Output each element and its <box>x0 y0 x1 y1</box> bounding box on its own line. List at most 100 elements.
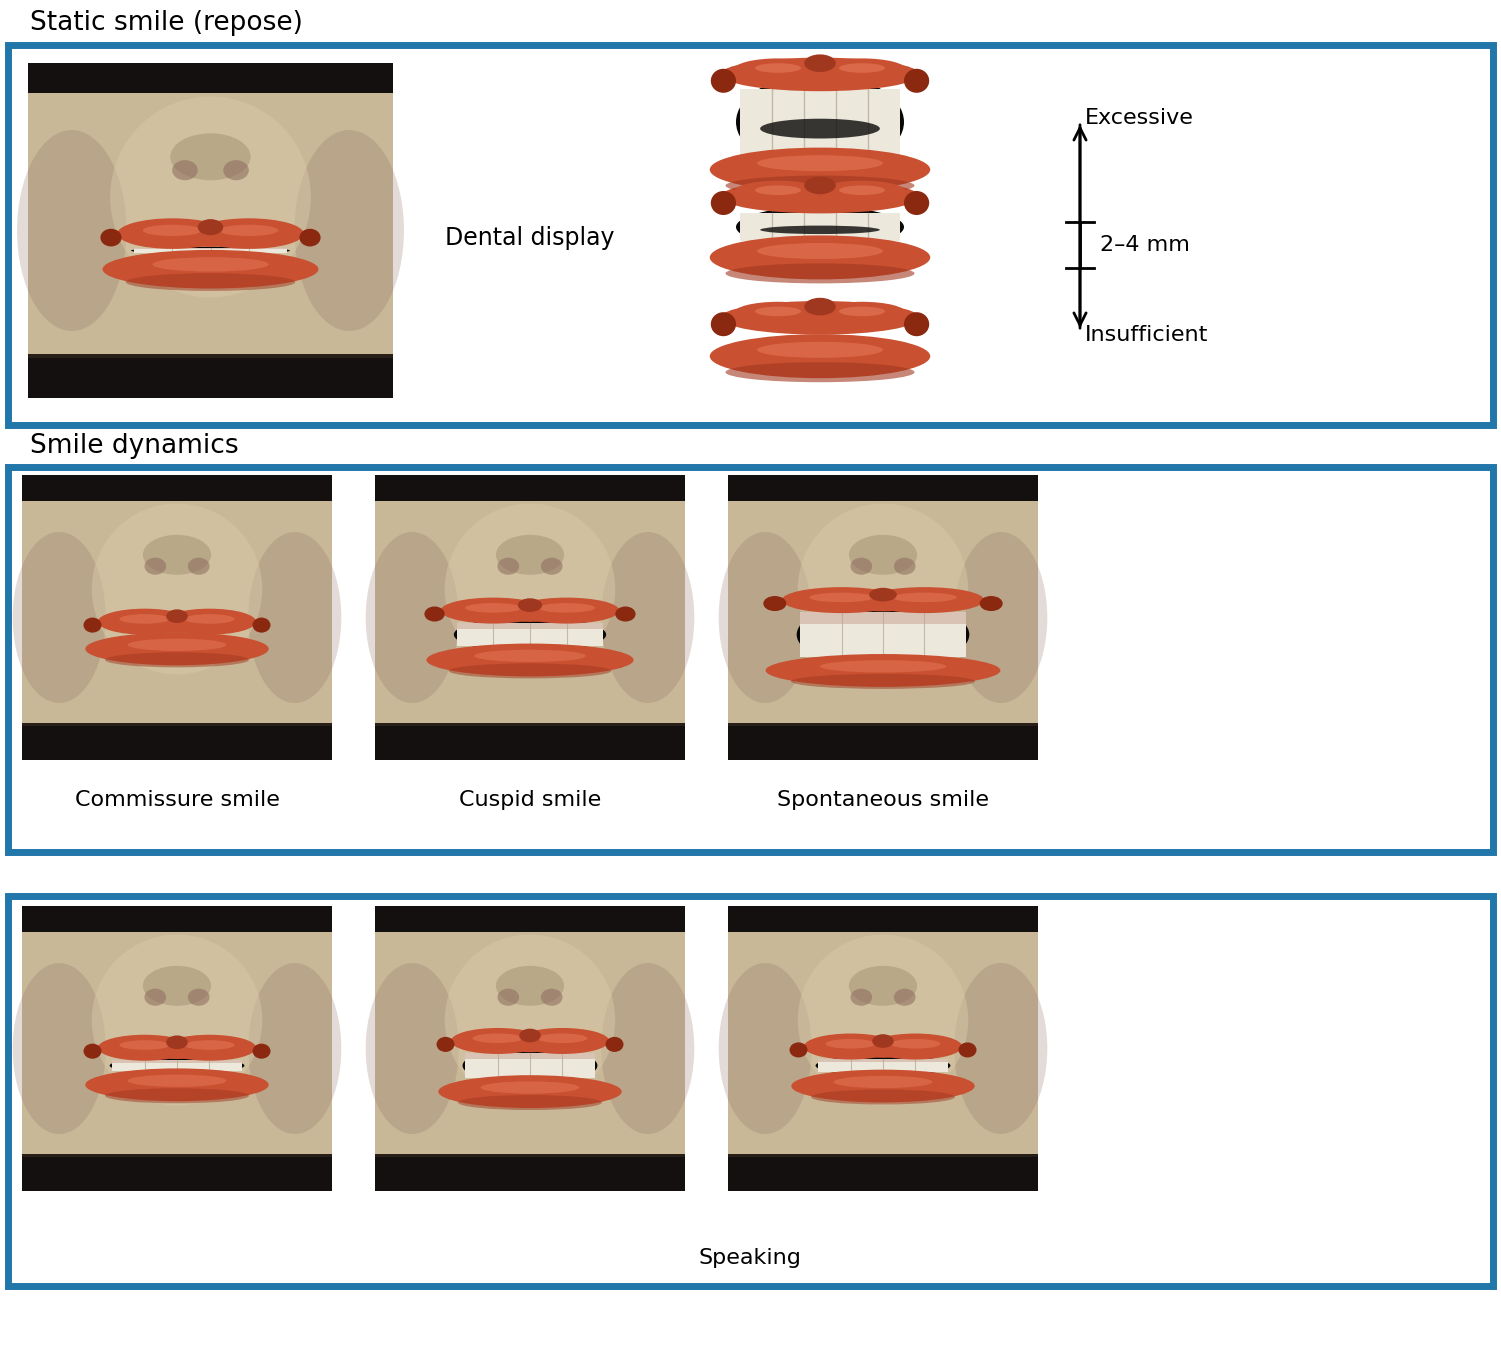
Ellipse shape <box>757 155 883 172</box>
Ellipse shape <box>815 1056 950 1076</box>
Ellipse shape <box>869 1034 962 1060</box>
Ellipse shape <box>143 225 203 236</box>
Ellipse shape <box>904 68 929 93</box>
Ellipse shape <box>519 1028 540 1042</box>
Ellipse shape <box>150 617 204 633</box>
Ellipse shape <box>811 1090 955 1105</box>
Ellipse shape <box>143 535 212 574</box>
Ellipse shape <box>839 307 886 316</box>
Ellipse shape <box>797 934 968 1105</box>
Ellipse shape <box>84 1043 102 1058</box>
Bar <box>800 612 965 656</box>
Ellipse shape <box>959 1042 977 1057</box>
Ellipse shape <box>734 59 823 80</box>
Ellipse shape <box>117 218 228 248</box>
Ellipse shape <box>851 989 872 1005</box>
Ellipse shape <box>805 176 836 194</box>
Ellipse shape <box>711 68 735 93</box>
Ellipse shape <box>12 963 105 1133</box>
Ellipse shape <box>826 1039 875 1049</box>
Ellipse shape <box>755 307 802 316</box>
Ellipse shape <box>518 599 542 612</box>
Ellipse shape <box>252 618 270 633</box>
Ellipse shape <box>105 652 249 667</box>
Ellipse shape <box>755 63 802 72</box>
Ellipse shape <box>167 610 188 623</box>
Ellipse shape <box>152 258 269 271</box>
Ellipse shape <box>128 1075 227 1087</box>
Ellipse shape <box>602 532 695 702</box>
Bar <box>728 906 1039 1191</box>
Ellipse shape <box>809 592 874 602</box>
Ellipse shape <box>110 97 311 297</box>
Bar <box>23 906 332 1191</box>
Ellipse shape <box>437 1037 455 1052</box>
Bar <box>23 490 332 723</box>
Ellipse shape <box>299 229 321 247</box>
Ellipse shape <box>120 614 170 623</box>
Bar <box>800 612 965 623</box>
Bar <box>818 1058 947 1072</box>
Ellipse shape <box>865 587 985 614</box>
Ellipse shape <box>252 1043 270 1058</box>
Ellipse shape <box>757 342 883 357</box>
Ellipse shape <box>188 558 210 574</box>
Ellipse shape <box>540 989 563 1005</box>
Ellipse shape <box>150 1042 204 1058</box>
Ellipse shape <box>725 176 914 195</box>
Ellipse shape <box>185 614 234 623</box>
Ellipse shape <box>144 989 167 1005</box>
Bar <box>375 1157 684 1191</box>
Ellipse shape <box>890 1039 941 1049</box>
Ellipse shape <box>710 236 931 280</box>
Ellipse shape <box>170 134 251 180</box>
Ellipse shape <box>735 206 904 247</box>
Bar <box>23 1157 332 1191</box>
Ellipse shape <box>162 1035 257 1061</box>
Ellipse shape <box>17 130 126 331</box>
Bar <box>728 726 1039 760</box>
Bar <box>728 906 1039 932</box>
Ellipse shape <box>105 1088 249 1103</box>
Ellipse shape <box>513 597 620 623</box>
Bar <box>23 906 332 932</box>
Ellipse shape <box>92 503 263 675</box>
Ellipse shape <box>86 633 269 666</box>
Ellipse shape <box>711 312 735 336</box>
Ellipse shape <box>869 588 896 602</box>
Bar <box>8 466 1493 852</box>
Ellipse shape <box>500 604 560 622</box>
Bar <box>8 896 1493 1286</box>
Bar <box>23 475 332 501</box>
Ellipse shape <box>720 180 920 213</box>
Ellipse shape <box>872 1034 893 1048</box>
Ellipse shape <box>294 130 404 331</box>
Ellipse shape <box>734 180 823 203</box>
Ellipse shape <box>143 966 212 1005</box>
Bar <box>375 921 684 1154</box>
Ellipse shape <box>438 1075 621 1108</box>
Ellipse shape <box>955 963 1048 1133</box>
Bar <box>113 1060 242 1071</box>
Bar <box>23 726 332 760</box>
Text: Speaking: Speaking <box>698 1248 802 1269</box>
Text: Commissure smile: Commissure smile <box>75 790 279 810</box>
Ellipse shape <box>735 74 904 170</box>
Ellipse shape <box>833 1076 932 1088</box>
Ellipse shape <box>755 186 802 195</box>
Ellipse shape <box>474 649 585 662</box>
Ellipse shape <box>725 263 914 284</box>
Text: Spontaneous smile: Spontaneous smile <box>778 790 989 810</box>
Ellipse shape <box>892 592 956 602</box>
Ellipse shape <box>818 180 907 203</box>
Ellipse shape <box>495 966 564 1005</box>
Ellipse shape <box>848 595 917 611</box>
Bar <box>728 1157 1039 1191</box>
Ellipse shape <box>426 644 633 677</box>
Ellipse shape <box>955 532 1048 702</box>
Ellipse shape <box>764 596 787 611</box>
Bar <box>375 726 684 760</box>
Ellipse shape <box>366 963 459 1133</box>
Ellipse shape <box>805 55 836 72</box>
Ellipse shape <box>818 301 907 325</box>
